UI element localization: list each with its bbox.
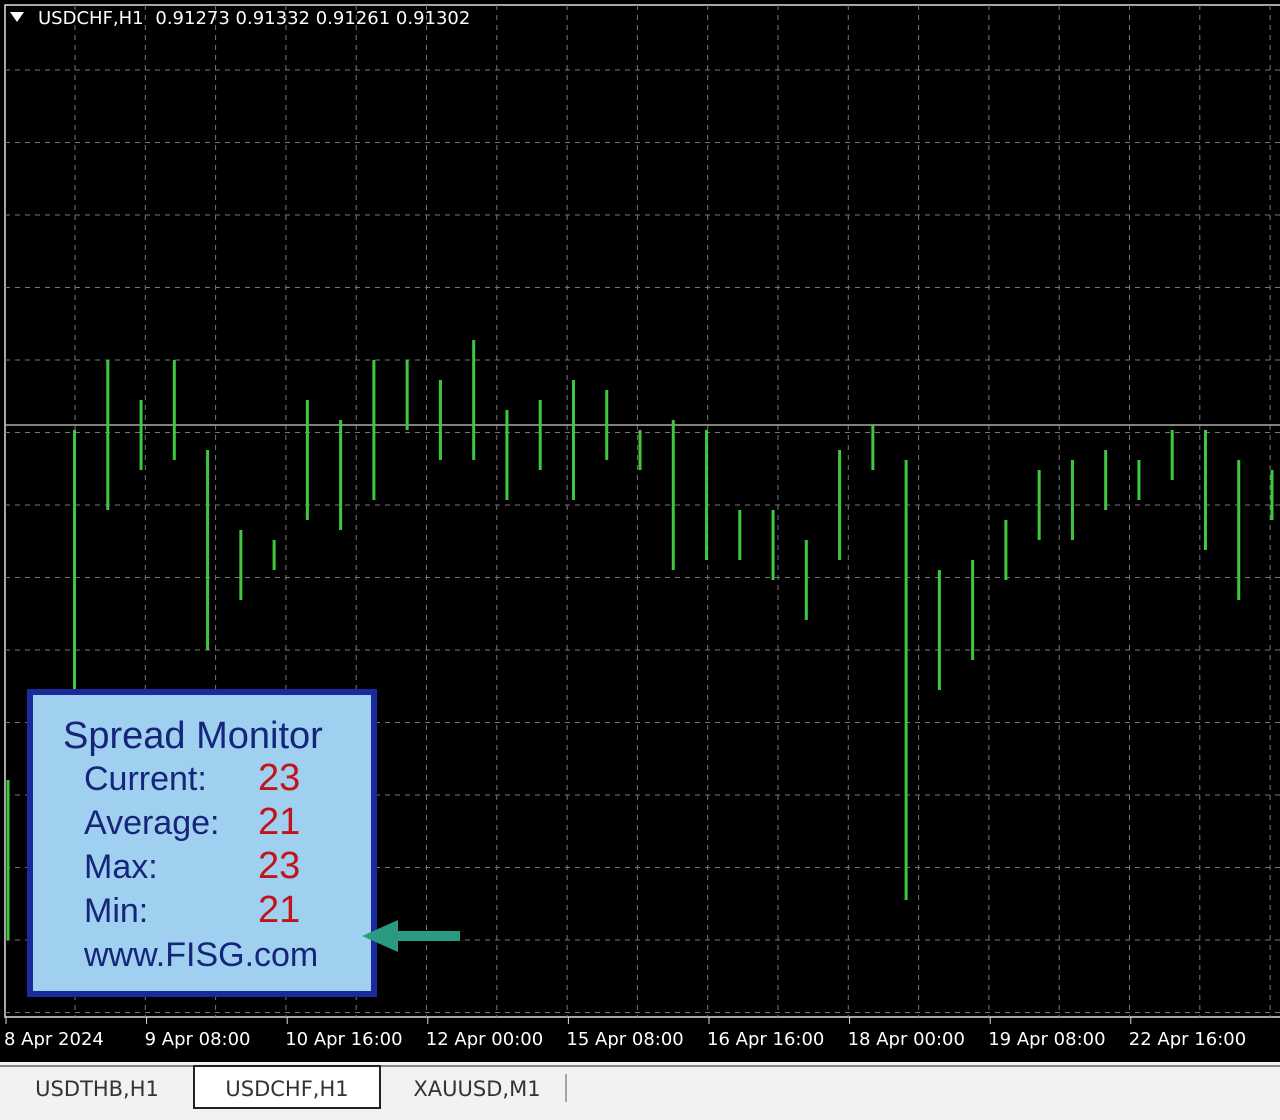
row-value: 21 <box>258 801 300 843</box>
arrow <box>362 920 460 952</box>
row-label: Average: <box>84 804 219 842</box>
high: 0.91332 <box>236 8 310 29</box>
row-label: Current: <box>84 760 207 798</box>
tab-active[interactable] <box>193 1065 381 1109</box>
x-label: 19 Apr 08:00 <box>988 1029 1105 1050</box>
chart-frame <box>4 4 1280 1018</box>
symbol: USDCHF,H1 <box>38 8 144 29</box>
link[interactable]: www.FISG.com <box>83 936 318 974</box>
menu-triangle[interactable] <box>10 12 24 22</box>
spread-rows: Current: 23 Average: 21 Max: 23 Min: 21 <box>84 757 300 931</box>
row-label: Min: <box>84 892 148 930</box>
x-label: 16 Apr 16:00 <box>707 1029 824 1050</box>
x-label: 9 Apr 08:00 <box>145 1029 251 1050</box>
tabs: USDTHB,H1 USDCHF,H1 XAUUSD,M1 <box>35 1065 567 1109</box>
x-axis: 8 Apr 2024 9 Apr 08:00 10 Apr 16:00 12 Apr … <box>4 1017 1246 1050</box>
x-label: 12 Apr 00:00 <box>426 1029 543 1050</box>
tab-bar <box>0 1062 1280 1120</box>
row-value: 21 <box>258 889 300 931</box>
tab[interactable]: XAUUSD,M1 <box>413 1077 540 1101</box>
x-label: 8 Apr 2024 <box>4 1029 104 1050</box>
x-label: 22 Apr 16:00 <box>1129 1029 1246 1050</box>
close: 0.91302 <box>396 8 470 29</box>
chart-header: USDCHF,H1 0.91273 0.91332 0.91261 0.9130… <box>38 8 470 29</box>
tab[interactable]: USDTHB,H1 <box>35 1077 159 1101</box>
row-value: 23 <box>258 845 300 887</box>
tab[interactable]: USDCHF,H1 <box>225 1077 348 1101</box>
panel-title: Spread Monitor <box>63 715 323 757</box>
low: 0.91261 <box>316 8 390 29</box>
x-label: 10 Apr 16:00 <box>285 1029 402 1050</box>
open: 0.91273 <box>155 8 229 29</box>
x-label: 18 Apr 00:00 <box>848 1029 965 1050</box>
row-label: Max: <box>84 848 158 886</box>
row-value: 23 <box>258 757 300 799</box>
x-label: 15 Apr 08:00 <box>566 1029 683 1050</box>
spread-panel <box>27 689 377 997</box>
